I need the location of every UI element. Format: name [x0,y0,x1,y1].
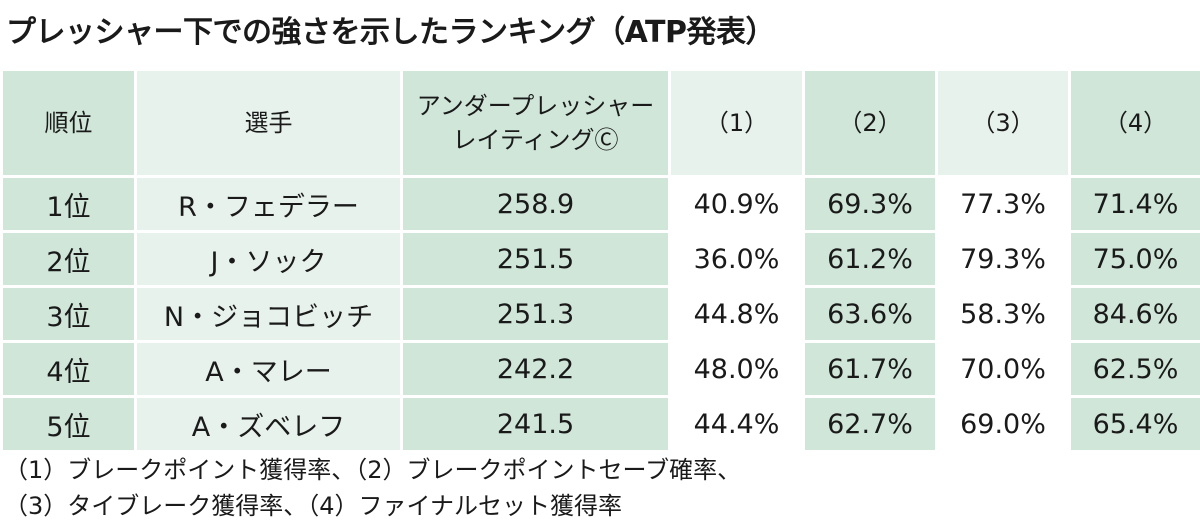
rank-cell: 2位 [0,230,137,288]
rank-cell: 3位 [0,285,137,343]
header-metric-4: （4） [1068,68,1200,178]
table-row: 5位 A・ズベレフ 241.5 44.4% 62.7% 69.0% 65.4% [0,395,1200,453]
rating-cell: 242.2 [400,340,671,398]
footnote-line-2: （3）タイブレーク獲得率、（4）ファイナルセット獲得率 [4,492,623,520]
metric-4-cell: 71.4% [1068,175,1200,233]
metric-2-cell: 63.6% [802,285,938,343]
metric-3-cell: 69.0% [935,395,1071,453]
player-cell: A・マレー [134,340,403,398]
metric-1-cell: 48.0% [668,340,805,398]
player-cell: J・ソック [134,230,403,288]
header-rank: 順位 [0,68,137,178]
metric-1-cell: 44.8% [668,285,805,343]
rating-cell: 241.5 [400,395,671,453]
table-row: 3位 N・ジョコビッチ 251.3 44.8% 63.6% 58.3% 84.6% [0,285,1200,343]
header-rating-line-1: アンダープレッシャー [416,92,655,120]
metric-3-cell: 79.3% [935,230,1071,288]
rank-cell: 1位 [0,175,137,233]
header-metric-2: （2） [802,68,938,178]
player-cell: R・フェデラー [134,175,403,233]
table-row: 4位 A・マレー 242.2 48.0% 61.7% 70.0% 62.5% [0,340,1200,398]
metric-3-cell: 77.3% [935,175,1071,233]
metric-2-cell: 61.7% [802,340,938,398]
rank-cell: 4位 [0,340,137,398]
metric-3-cell: 70.0% [935,340,1071,398]
rating-cell: 251.5 [400,230,671,288]
rank-cell: 5位 [0,395,137,453]
player-cell: N・ジョコビッチ [134,285,403,343]
metric-4-cell: 84.6% [1068,285,1200,343]
table-row: 2位 J・ソック 251.5 36.0% 61.2% 79.3% 75.0% [0,230,1200,288]
metric-3-cell: 58.3% [935,285,1071,343]
header-player: 選手 [134,68,403,178]
metric-1-cell: 44.4% [668,395,805,453]
ranking-table: 順位 選手 アンダープレッシャー レイティングⒸ （1） （2） （3） （4）… [0,68,1200,453]
table-row: 1位 R・フェデラー 258.9 40.9% 69.3% 77.3% 71.4% [0,175,1200,233]
header-metric-1: （1） [668,68,805,178]
metric-4-cell: 75.0% [1068,230,1200,288]
metric-2-cell: 62.7% [802,395,938,453]
rating-cell: 251.3 [400,285,671,343]
footnotes: （1）ブレークポイント獲得率、（2）ブレークポイントセーブ確率、 （3）タイブレ… [4,452,741,524]
metric-4-cell: 65.4% [1068,395,1200,453]
footnote-line-1: （1）ブレークポイント獲得率、（2）ブレークポイントセーブ確率、 [4,456,742,484]
header-rating: アンダープレッシャー レイティングⒸ [400,68,671,178]
player-cell: A・ズベレフ [134,395,403,453]
metric-1-cell: 40.9% [668,175,805,233]
metric-1-cell: 36.0% [668,230,805,288]
metric-2-cell: 69.3% [802,175,938,233]
metric-4-cell: 62.5% [1068,340,1200,398]
header-metric-3: （3） [935,68,1071,178]
header-rating-line-2: レイティングⒸ [452,126,619,154]
chart-title: プレッシャー下での強さを示したランキング（ATP発表） [6,15,775,50]
table-header-row: 順位 選手 アンダープレッシャー レイティングⒸ （1） （2） （3） （4） [0,68,1200,178]
table-body: 1位 R・フェデラー 258.9 40.9% 69.3% 77.3% 71.4% 2位 J・ソッ… [0,175,1200,453]
rating-cell: 258.9 [400,175,671,233]
metric-2-cell: 61.2% [802,230,938,288]
